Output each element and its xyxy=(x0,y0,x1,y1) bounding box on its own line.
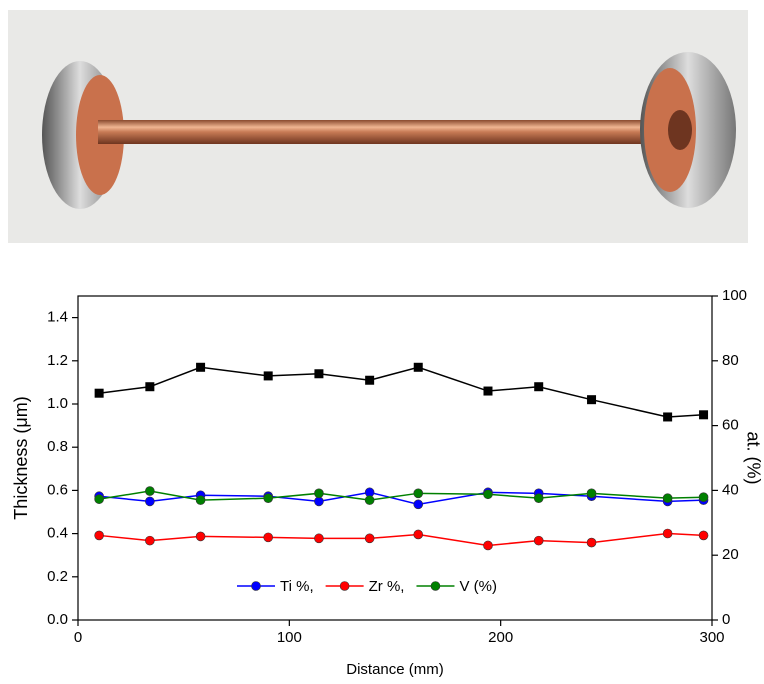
data-point xyxy=(196,362,206,372)
data-point xyxy=(364,495,375,505)
data-point xyxy=(263,532,274,543)
data-point xyxy=(699,410,709,420)
y-tick-label: 0.4 xyxy=(47,525,68,542)
data-point xyxy=(662,528,673,539)
data-point xyxy=(94,494,104,504)
plot-frame xyxy=(77,295,713,621)
series-line xyxy=(99,491,704,506)
data-point xyxy=(587,395,597,405)
y-tick-label: 1.0 xyxy=(47,395,68,412)
x-tick-label: 0 xyxy=(74,629,82,646)
x-tick-label: 100 xyxy=(277,629,302,646)
y-tick-label: 1.2 xyxy=(47,352,68,369)
series-line xyxy=(99,490,704,501)
data-point xyxy=(314,496,324,507)
data-point xyxy=(413,529,424,540)
data-point xyxy=(483,386,493,396)
legend-marker xyxy=(430,581,441,591)
data-point xyxy=(698,492,709,503)
y-axis-label: Thickness (μm) xyxy=(11,396,31,519)
series-line xyxy=(99,366,704,418)
data-point xyxy=(145,486,155,496)
data-point xyxy=(364,533,375,544)
legend-label: V (%) xyxy=(459,578,497,595)
x-tick-label: 200 xyxy=(488,629,513,646)
y2-tick-label: 40 xyxy=(722,481,739,498)
data-point xyxy=(365,375,375,385)
data-point xyxy=(586,537,597,548)
data-point xyxy=(263,493,274,503)
y2-tick-label: 100 xyxy=(722,287,747,304)
x-tick-label: 300 xyxy=(699,629,724,646)
data-point xyxy=(314,488,324,499)
data-point xyxy=(195,495,206,505)
data-point xyxy=(534,382,544,392)
y2-tick-label: 80 xyxy=(722,352,739,369)
data-point xyxy=(314,369,324,379)
data-point xyxy=(94,388,104,398)
data-point xyxy=(263,371,273,381)
data-point xyxy=(662,493,673,503)
data-point xyxy=(195,531,206,542)
data-point xyxy=(413,488,424,499)
data-point xyxy=(533,493,544,503)
y2-axis-label: at. (%) xyxy=(743,431,763,484)
data-point xyxy=(483,540,493,551)
data-point xyxy=(698,530,709,541)
y-tick-label: 0.8 xyxy=(47,438,68,455)
data-point xyxy=(483,489,493,500)
data-point xyxy=(314,533,324,544)
y2-tick-label: 60 xyxy=(722,417,739,434)
data-point xyxy=(586,488,597,499)
legend-marker xyxy=(339,581,350,591)
data-point xyxy=(413,362,423,372)
data-point xyxy=(663,412,673,422)
data-point xyxy=(413,499,424,510)
photo xyxy=(8,10,748,243)
data-point xyxy=(94,530,104,541)
x-axis-label: Distance (mm) xyxy=(346,661,444,678)
y-tick-label: 0.2 xyxy=(47,568,68,585)
legend-marker xyxy=(251,581,261,591)
data-point xyxy=(533,535,544,546)
data-point xyxy=(145,535,155,546)
legend-label: Ti %, xyxy=(280,578,314,595)
y2-tick-label: 20 xyxy=(722,546,739,563)
data-point xyxy=(145,382,155,392)
y-tick-label: 0.6 xyxy=(47,481,68,498)
legend-label: Zr %, xyxy=(369,578,405,595)
y2-tick-label: 0 xyxy=(722,611,730,628)
y-tick-label: 1.4 xyxy=(47,309,68,326)
y-tick-label: 0.0 xyxy=(47,611,68,628)
series-line xyxy=(99,532,704,547)
data-point xyxy=(145,496,155,507)
